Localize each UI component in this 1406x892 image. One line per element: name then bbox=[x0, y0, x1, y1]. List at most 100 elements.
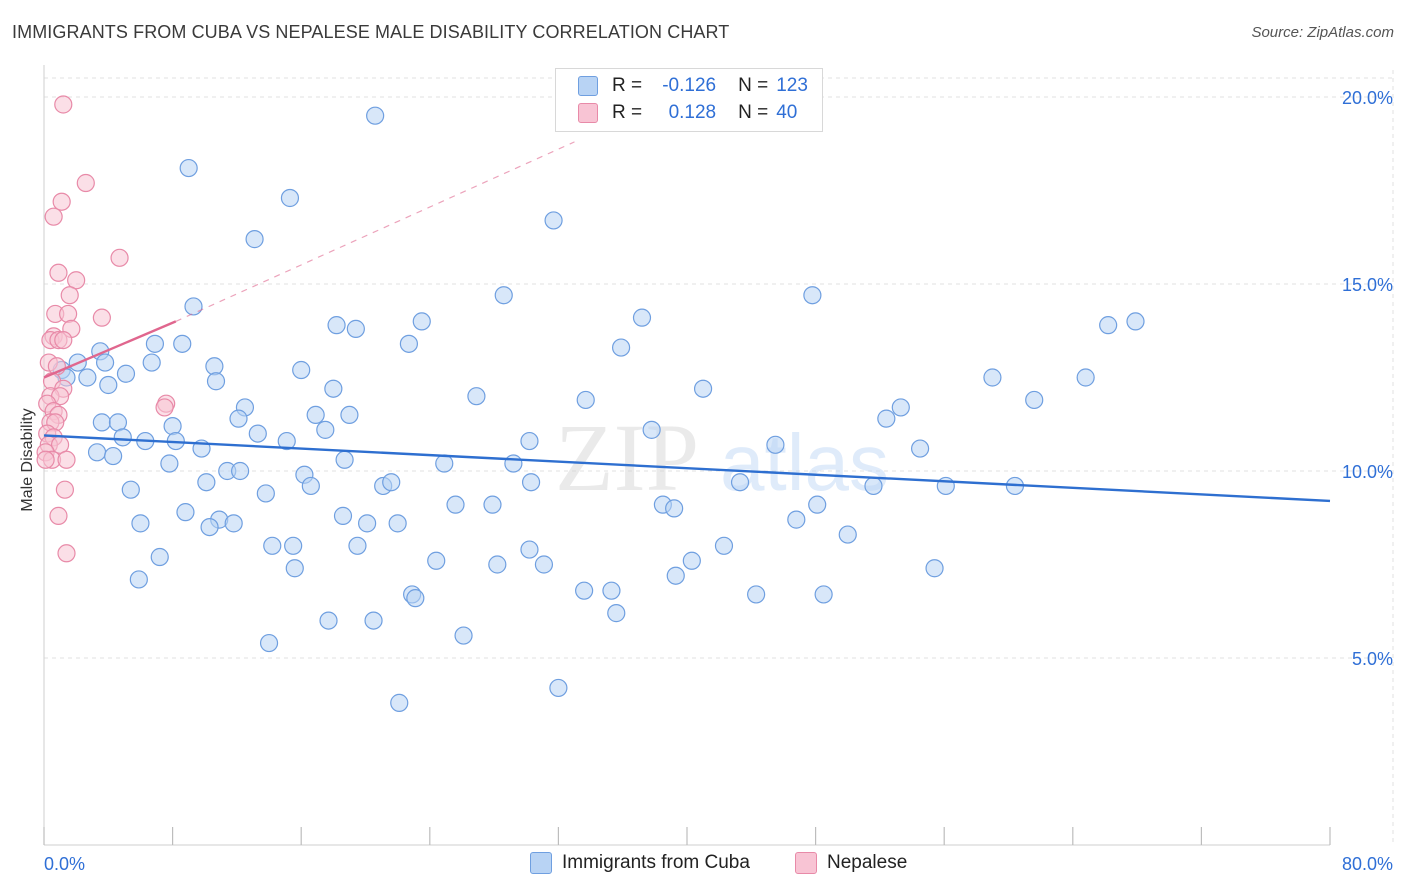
point-cuba bbox=[549, 678, 568, 698]
point-cuba bbox=[607, 604, 626, 623]
point-cuba bbox=[292, 360, 311, 380]
point-cuba bbox=[200, 517, 219, 537]
n-label: N = bbox=[738, 75, 769, 96]
point-cuba bbox=[803, 286, 822, 305]
trend-lines bbox=[43, 141, 1331, 503]
point-cuba bbox=[1076, 368, 1095, 387]
point-cuba bbox=[99, 375, 118, 395]
trend-line-cuba bbox=[43, 434, 1331, 503]
point-cuba bbox=[682, 551, 701, 570]
point-cuba bbox=[358, 514, 377, 533]
series-swatch-nepalese bbox=[795, 852, 817, 874]
point-cuba bbox=[435, 454, 454, 473]
point-cuba bbox=[231, 461, 250, 481]
r-value-cuba: -0.126 bbox=[662, 75, 717, 96]
point-cuba bbox=[575, 581, 594, 600]
point-cuba bbox=[346, 319, 365, 338]
point-cuba bbox=[113, 428, 132, 447]
point-cuba bbox=[1126, 312, 1145, 331]
tick-labels: 5.0% 10.0% 15.0% 20.0% 0.0% 80.0% bbox=[44, 88, 1393, 874]
trend-line-nepalese bbox=[43, 320, 177, 379]
r-label: R = bbox=[612, 102, 643, 123]
point-cuba bbox=[335, 450, 354, 469]
series-legend-item-nepalese: Nepalese bbox=[795, 852, 907, 874]
point-nepalese bbox=[49, 506, 68, 525]
point-nepalese bbox=[57, 450, 76, 469]
point-cuba bbox=[714, 536, 734, 555]
series-name-nepalese: Nepalese bbox=[827, 852, 908, 873]
point-cuba bbox=[248, 424, 267, 443]
point-cuba bbox=[284, 536, 303, 555]
point-nepalese bbox=[57, 544, 76, 563]
point-cuba bbox=[259, 633, 279, 653]
point-cuba bbox=[92, 413, 111, 432]
point-cuba bbox=[364, 611, 383, 630]
point-nepalese bbox=[60, 286, 79, 305]
point-cuba bbox=[121, 480, 140, 499]
series-legend-item-cuba: Immigrants from Cuba bbox=[530, 852, 750, 874]
point-cuba bbox=[277, 431, 296, 451]
watermark-atlas: atlas bbox=[720, 418, 889, 507]
point-cuba bbox=[730, 473, 750, 492]
point-cuba bbox=[306, 405, 325, 424]
point-cuba bbox=[104, 446, 123, 466]
point-cuba bbox=[983, 368, 1002, 387]
point-cuba bbox=[642, 420, 661, 439]
y-tick-label: 15.0% bbox=[1342, 275, 1393, 295]
point-nepalese bbox=[59, 304, 78, 324]
point-cuba bbox=[665, 499, 684, 518]
point-cuba bbox=[163, 417, 182, 436]
point-cuba bbox=[348, 536, 367, 555]
point-cuba bbox=[838, 525, 857, 544]
point-cuba bbox=[910, 439, 930, 458]
point-nepalese bbox=[76, 173, 95, 193]
y-tick-label: 10.0% bbox=[1342, 462, 1393, 482]
point-cuba bbox=[95, 353, 115, 372]
r-value-nepalese: 0.128 bbox=[668, 102, 717, 123]
x-tick-label-min: 0.0% bbox=[44, 854, 85, 874]
point-cuba bbox=[131, 514, 150, 533]
point-cuba bbox=[1025, 390, 1044, 410]
point-cuba bbox=[864, 476, 883, 496]
point-cuba bbox=[891, 398, 910, 417]
point-cuba bbox=[467, 387, 486, 406]
point-cuba bbox=[544, 211, 563, 230]
point-cuba bbox=[454, 626, 473, 645]
r-label: R = bbox=[612, 75, 643, 96]
trend-extension-nepalese bbox=[175, 141, 575, 322]
point-cuba bbox=[520, 540, 539, 559]
point-nepalese bbox=[67, 271, 86, 290]
n-value-cuba: 123 bbox=[776, 75, 808, 96]
source-credit: Source: ZipAtlas.com bbox=[1251, 24, 1394, 41]
point-cuba bbox=[693, 379, 713, 398]
point-cuba bbox=[925, 559, 944, 578]
watermark-zip: ZIP bbox=[555, 404, 699, 511]
n-value-nepalese: 40 bbox=[776, 102, 798, 123]
series-swatch-cuba bbox=[530, 852, 552, 874]
point-cuba bbox=[324, 379, 343, 398]
point-cuba bbox=[611, 338, 631, 357]
point-cuba bbox=[399, 334, 419, 353]
point-cuba bbox=[521, 473, 541, 492]
legend-swatch-nepalese bbox=[578, 103, 598, 123]
point-cuba bbox=[280, 188, 300, 208]
point-cuba bbox=[150, 547, 169, 567]
point-cuba bbox=[520, 431, 539, 451]
point-cuba bbox=[390, 693, 409, 712]
x-tick-label-max: 80.0% bbox=[1342, 854, 1393, 874]
point-cuba bbox=[406, 589, 425, 608]
point-cuba bbox=[256, 484, 275, 503]
legend-row-nepalese: R = 0.128 N = 40 bbox=[578, 100, 797, 126]
point-cuba bbox=[160, 454, 179, 473]
point-cuba bbox=[179, 158, 198, 178]
point-cuba bbox=[494, 286, 513, 305]
point-cuba bbox=[602, 581, 621, 600]
point-nepalese bbox=[92, 308, 111, 327]
point-cuba bbox=[632, 308, 652, 327]
point-cuba bbox=[229, 409, 248, 428]
point-cuba bbox=[245, 230, 264, 249]
point-nepalese bbox=[54, 95, 73, 114]
point-cuba bbox=[427, 551, 446, 570]
y-tick-label: 20.0% bbox=[1342, 88, 1393, 108]
